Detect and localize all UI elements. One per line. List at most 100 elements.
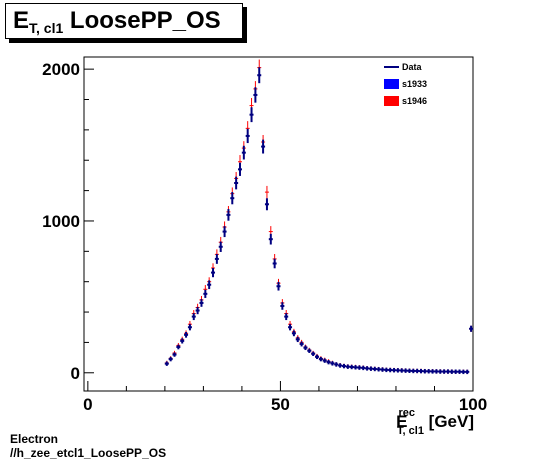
data-point [207,280,212,290]
data-point [303,345,308,351]
data-point [199,299,204,307]
footer-label: Electron [10,432,59,446]
data-point [453,369,458,374]
data-point [299,341,304,347]
data-point [284,313,289,321]
x-tick-label: 50 [271,395,290,414]
y-tick-label: 0 [71,364,80,383]
data-point [422,369,427,374]
data-point [372,366,377,372]
data-point [411,368,416,374]
data-point [180,338,185,344]
data-point [261,139,266,154]
data-point [315,354,320,360]
data-point [172,352,177,357]
data-point [164,361,169,366]
data-point [415,368,420,374]
x-axis-title-unit: [GeV] [424,412,474,431]
x-axis-title-main: E [396,412,407,431]
title-subscript: T, cl1 [29,20,64,36]
data-point [338,363,343,368]
data-point [272,258,277,269]
series-s1946 [164,59,474,375]
data-point [384,367,389,373]
plot-frame [83,56,474,392]
data-point [445,369,450,374]
legend-box-marker [384,96,399,106]
data-point [334,362,339,367]
legend-entry-s1946: s1946 [384,96,427,106]
data-point [326,359,331,365]
data-point [430,369,435,374]
data-point [311,351,316,357]
data-point [388,367,393,373]
data-point [330,361,335,366]
y-tick-label: 2000 [42,60,80,79]
data-point [461,369,466,375]
data-point [442,369,447,374]
data-point [307,348,312,353]
data-point [257,67,262,84]
data-point [345,364,350,369]
data-point [203,289,208,298]
data-point [361,365,366,371]
data-point [176,344,181,350]
data-point [218,241,223,252]
data-point [195,306,200,315]
legend: Data s1933 s1946 [384,62,427,106]
data-point [276,281,281,291]
legend-entry-s1933: s1933 [384,79,427,89]
data-point [465,369,470,375]
data-point [434,369,439,374]
data-point [245,128,250,144]
data-point [365,366,370,371]
data-point [264,185,269,199]
data-point [407,368,412,374]
data-point [399,368,404,373]
title-main: E [13,7,30,34]
data-point [237,162,242,176]
data-point [449,369,454,374]
data-point [191,313,196,321]
legend-box-marker [384,79,399,89]
data-point [376,367,381,372]
legend-label: Data [402,62,423,72]
x-axis-title: Erec T, cl1 [GeV] [396,407,474,437]
data-point [288,324,293,331]
data-point [264,198,269,211]
data-point [234,176,239,190]
data-point [353,365,358,370]
data-point [268,233,273,245]
data-point [469,325,474,332]
title-rest: LoosePP_OS [63,7,221,34]
legend-label: s1933 [402,79,427,89]
data-point [214,253,219,264]
data-point [403,368,408,373]
data-point [253,87,258,103]
data-point [187,324,192,331]
data-point [341,363,346,369]
data-point [168,356,173,362]
data-point [230,192,235,205]
data-point [226,209,231,221]
x-tick-label: 0 [83,395,92,414]
data-point [368,366,373,371]
data-point [357,365,362,370]
data-point [392,368,397,373]
data-point [280,302,285,310]
data-point [249,107,254,123]
data-point [419,368,424,374]
data-series [164,59,474,375]
data-point [318,356,323,362]
data-point [349,364,354,370]
data-point [295,336,300,343]
data-point [241,145,246,160]
data-point [291,330,296,337]
data-point [438,369,443,374]
data-point [222,226,227,238]
data-point [380,367,385,372]
data-point [426,369,431,374]
data-point [457,369,462,374]
data-point [211,267,216,278]
